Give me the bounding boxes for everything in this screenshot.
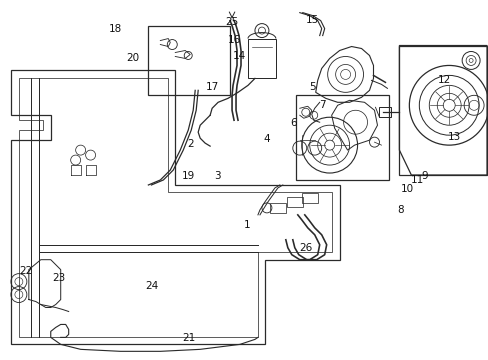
Text: 18: 18 — [108, 24, 122, 35]
Text: 24: 24 — [145, 281, 158, 291]
Text: 6: 6 — [289, 118, 296, 128]
Bar — [379, 107, 390, 117]
Text: 22: 22 — [20, 266, 33, 276]
Text: 9: 9 — [421, 171, 427, 181]
Text: 3: 3 — [214, 171, 221, 181]
Text: 2: 2 — [187, 139, 194, 149]
Text: 8: 8 — [396, 206, 403, 216]
Text: 25: 25 — [225, 17, 239, 27]
Text: 19: 19 — [182, 171, 195, 181]
Text: 16: 16 — [228, 35, 241, 45]
Bar — [247, 39, 275, 78]
Text: 13: 13 — [447, 132, 460, 142]
Bar — [301, 193, 317, 203]
Text: 26: 26 — [298, 243, 311, 253]
Text: 5: 5 — [309, 82, 315, 92]
Text: 14: 14 — [232, 51, 246, 61]
Text: 15: 15 — [305, 15, 319, 26]
Text: 10: 10 — [400, 184, 413, 194]
Text: 21: 21 — [182, 333, 195, 343]
Bar — [148, 26, 229, 95]
Bar — [295, 95, 388, 180]
Text: 4: 4 — [263, 134, 269, 144]
Text: 7: 7 — [319, 100, 325, 110]
Text: 20: 20 — [125, 53, 139, 63]
Text: 17: 17 — [206, 82, 219, 92]
Bar — [269, 203, 285, 213]
Text: 12: 12 — [437, 75, 450, 85]
Text: 11: 11 — [410, 175, 423, 185]
Text: 1: 1 — [243, 220, 250, 230]
Text: 23: 23 — [52, 273, 65, 283]
Bar — [286, 197, 302, 207]
